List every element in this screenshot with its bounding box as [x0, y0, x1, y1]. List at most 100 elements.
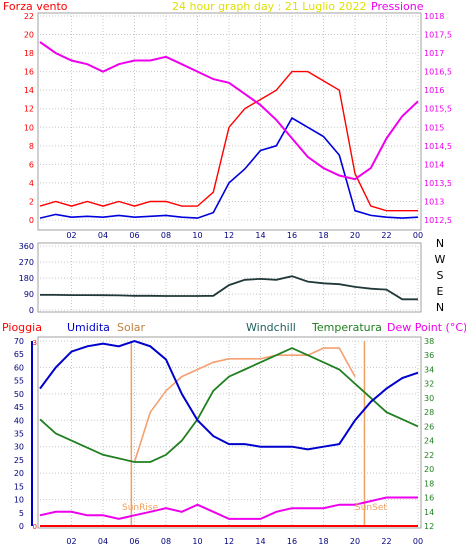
humidity-tick-label: 40	[14, 416, 24, 425]
wind-tick-label: 22	[24, 12, 34, 21]
temperature-tick-label: 14	[424, 508, 434, 517]
temperature-tick-label: 12	[424, 522, 434, 531]
wind-tick-label: 6	[29, 160, 34, 169]
x-tick-label: 06	[129, 537, 139, 546]
pressure-tick-label: 1014	[424, 160, 444, 169]
x-tick-label: 04	[98, 231, 108, 240]
x-tick-label: 06	[129, 231, 139, 240]
temperature-tick-label: 32	[424, 380, 434, 389]
wind-tick-label: 10	[24, 123, 34, 132]
sunset-label: SunSet	[355, 503, 387, 513]
x-tick-label: 02	[66, 231, 76, 240]
direction-tick-label: 270	[19, 258, 34, 267]
humidity-tick-label: 45	[14, 403, 24, 412]
temperature-tick-label: 18	[424, 479, 434, 488]
humidity-tick-label: 15	[14, 482, 24, 491]
compass-label: N	[436, 301, 444, 314]
temperature-line	[39, 347, 419, 463]
wind-average-line	[39, 116, 419, 219]
temperature-tick-label: 20	[424, 465, 434, 474]
humidity-tick-label: 70	[14, 337, 24, 346]
x-tick-label: 08	[161, 231, 171, 240]
humidity-tick-label: 25	[14, 456, 24, 465]
temperature-tick-label: 24	[424, 437, 434, 446]
pressure-tick-label: 1012,5	[424, 216, 452, 225]
x-tick-label: 14	[255, 537, 265, 546]
temperature-tick-label: 34	[424, 365, 434, 374]
x-tick-label: 22	[381, 231, 391, 240]
pressure-tick-label: 1014,5	[424, 142, 452, 151]
temperature-label: Temperatura	[311, 321, 382, 334]
panel1-right-axis: 1012,5 1013 1013,5 1014 1014,5 1015 1015,5 1016…	[424, 12, 452, 225]
x-tick-label: 02	[66, 537, 76, 546]
humidity-tick-label: 50	[14, 390, 24, 399]
humidity-tick-label: 55	[14, 377, 24, 386]
panel1-grid	[40, 15, 419, 221]
panel1-series	[39, 41, 419, 219]
x-tick-label: 18	[318, 537, 328, 546]
direction-tick-label: 180	[19, 274, 34, 283]
wind-direction-line	[40, 275, 418, 301]
humidity-label: Umidita	[67, 321, 110, 334]
pressure-tick-label: 1013,5	[424, 179, 452, 188]
pressure-tick-label: 1016,5	[424, 68, 452, 77]
pressure-tick-label: 1013	[424, 197, 444, 206]
panel2-grid	[40, 245, 419, 311]
dewpoint-label: Dew Point (°C)	[387, 321, 466, 334]
compass-label: E	[437, 285, 444, 298]
direction-tick-label: 360	[19, 242, 34, 251]
pressure-tick-label: 1016	[424, 86, 444, 95]
temperature-tick-label: 38	[424, 337, 434, 346]
x-tick-label: 00	[413, 537, 423, 546]
windchill-label: Windchill	[246, 321, 296, 334]
panel2-left-axis: 0 90 180 270 360	[19, 242, 34, 315]
temperature-tick-label: 26	[424, 422, 434, 431]
wind-axis-label: Forza vento	[3, 0, 68, 13]
wind-tick-label: 12	[24, 105, 34, 114]
x-tick-label: 08	[161, 537, 171, 546]
pressure-tick-label: 1017,5	[424, 31, 452, 40]
panel3-left-axis: 0 5 10 15 20 25 30 35 40 45 50 55 60 65 70 0 3	[14, 337, 37, 531]
x-tick-label: 00	[413, 231, 423, 240]
wind-tick-label: 4	[29, 179, 34, 188]
x-tick-label: 16	[287, 537, 297, 546]
x-tick-label: 16	[287, 231, 297, 240]
solar-line	[133, 347, 356, 463]
x-tick-label: 18	[318, 231, 328, 240]
pressure-tick-label: 1017	[424, 49, 444, 58]
wind-tick-label: 20	[24, 31, 34, 40]
humidity-tick-label: 35	[14, 430, 24, 439]
panel3-x-axis: 02 04 06 08 10 12 14 16 18 20 22 00	[66, 537, 423, 546]
panel3-series	[39, 339, 419, 527]
temperature-tick-label: 36	[424, 351, 434, 360]
humidity-tick-label: 65	[14, 350, 24, 359]
wind-gust-line	[39, 70, 418, 212]
pressure-line	[39, 41, 419, 181]
wind-tick-label: 14	[24, 86, 34, 95]
dewpoint-line	[39, 496, 418, 520]
pressure-tick-label: 1018	[424, 12, 444, 21]
humidity-tick-label: 60	[14, 363, 24, 372]
wind-tick-label: 2	[29, 197, 34, 206]
pressure-tick-label: 1015	[424, 123, 444, 132]
x-tick-label: 04	[98, 537, 108, 546]
x-tick-label: 12	[224, 231, 234, 240]
compass-label: N	[436, 237, 444, 250]
x-tick-label: 20	[350, 537, 360, 546]
panel2-series	[40, 275, 418, 301]
panel3-right-axis: 12 14 16 18 20 22 24 26 28 30 32 34 36 38	[424, 337, 434, 531]
wind-tick-label: 18	[24, 49, 34, 58]
wind-tick-label: 0	[29, 216, 34, 225]
humidity-tick-label: 30	[14, 443, 24, 452]
pressure-tick-label: 1015,5	[424, 105, 452, 114]
rain-label: Pioggia	[2, 321, 42, 334]
humidity-tick-label: 10	[14, 496, 24, 505]
wind-tick-label: 8	[29, 142, 34, 151]
compass-label: W	[435, 253, 446, 266]
rain-tick-label: 0	[33, 523, 37, 531]
x-tick-label: 10	[192, 537, 202, 546]
direction-tick-label: 90	[24, 290, 34, 299]
humidity-tick-label: 0	[19, 522, 24, 531]
x-tick-label: 10	[192, 231, 202, 240]
